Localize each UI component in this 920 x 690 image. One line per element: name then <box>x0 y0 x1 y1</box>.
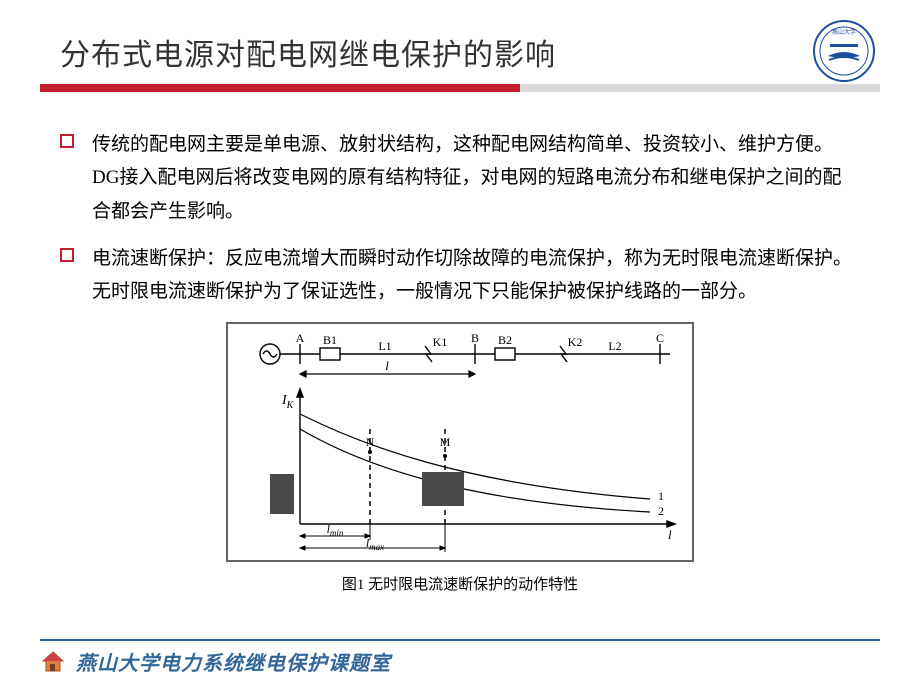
svg-text:B2: B2 <box>498 334 512 347</box>
svg-text:C: C <box>656 334 664 345</box>
svg-text:1: 1 <box>658 489 664 503</box>
svg-text:B1: B1 <box>323 334 337 347</box>
svg-text:l: l <box>668 527 672 542</box>
svg-text:lmax: lmax <box>366 536 384 552</box>
svg-text:A: A <box>296 334 305 345</box>
title-underline <box>40 84 880 92</box>
footer-text: 燕山大学电力系统继电保护课题室 <box>76 647 391 676</box>
figure-container: A B1 L1 K1 B B2 K2 L2 C <box>60 322 860 594</box>
svg-text:K2: K2 <box>568 335 583 349</box>
svg-text:B: B <box>471 334 479 345</box>
svg-text:L2: L2 <box>608 339 621 353</box>
svg-text:K1: K1 <box>433 335 448 349</box>
svg-text:2: 2 <box>658 504 664 518</box>
bullet-item: 传统的配电网主要是单电源、放射状结构，这种配电网结构简单、投资较小、维护方便。D… <box>60 128 860 228</box>
figure-caption: 图1 无时限电流速断保护的动作特性 <box>60 573 860 594</box>
bullet-marker-icon <box>60 248 74 262</box>
page-title: 分布式电源对配电网继电保护的影响 <box>40 30 880 74</box>
header: 分布式电源对配电网继电保护的影响 燕山大学 <box>40 30 880 92</box>
bullet-marker-icon <box>60 134 74 148</box>
bullet-item: 电流速断保护：反应电流增大而瞬时动作切除故障的电流保护，称为无时限电流速断保护。… <box>60 242 860 309</box>
svg-text:燕山大学: 燕山大学 <box>832 28 856 36</box>
bullet-text: 传统的配电网主要是单电源、放射状结构，这种配电网结构简单、投资较小、维护方便。D… <box>92 128 860 228</box>
svg-text:l: l <box>385 358 389 373</box>
university-logo: 燕山大学 <box>813 20 875 82</box>
svg-text:IK: IK <box>281 393 295 411</box>
bullet-text: 电流速断保护：反应电流增大而瞬时动作切除故障的电流保护，称为无时限电流速断保护。… <box>92 242 860 309</box>
svg-text:M: M <box>440 435 451 449</box>
content-area: 传统的配电网主要是单电源、放射状结构，这种配电网结构简单、投资较小、维护方便。D… <box>40 98 880 594</box>
figure-diagram: A B1 L1 K1 B B2 K2 L2 C <box>226 322 694 562</box>
svg-text:L1: L1 <box>378 339 391 353</box>
footer: 燕山大学电力系统继电保护课题室 <box>40 639 880 676</box>
slide: 分布式电源对配电网继电保护的影响 燕山大学 传统的配电网主要是单电源、放射状结构… <box>0 0 920 690</box>
svg-text:N: N <box>366 435 375 449</box>
home-icon <box>40 649 66 675</box>
